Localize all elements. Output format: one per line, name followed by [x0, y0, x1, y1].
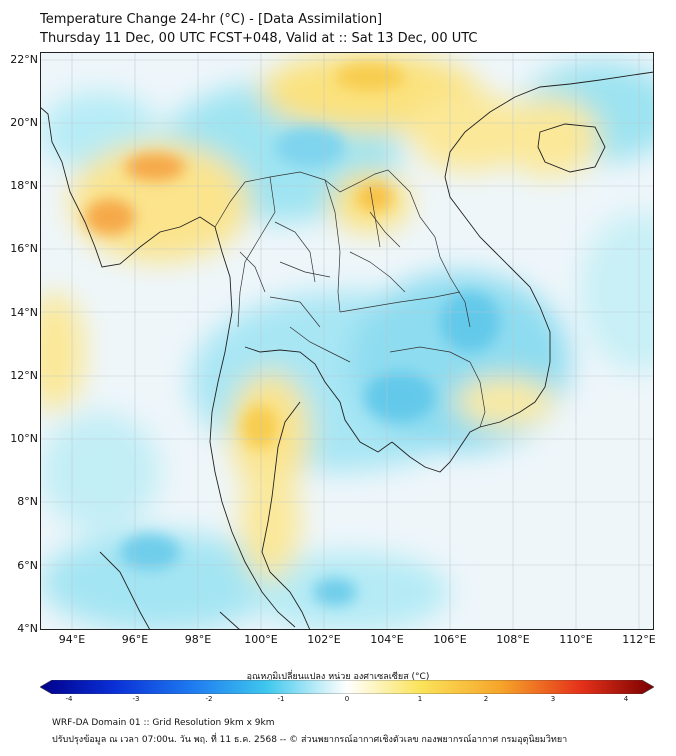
lat-tick: 18°N — [10, 179, 38, 192]
chart-title: Temperature Change 24-hr (°C) - [Data As… — [40, 12, 383, 27]
lon-tick: 100°E — [244, 633, 278, 646]
temperature-change-field — [40, 52, 654, 630]
lon-tick: 106°E — [433, 633, 467, 646]
colorbar-tick: 0 — [344, 695, 350, 703]
colorbar — [40, 680, 654, 694]
lat-tick: 4°N — [17, 622, 38, 635]
lon-tick: 96°E — [121, 633, 149, 646]
footer-resolution: WRF-DA Domain 01 :: Grid Resolution 9km … — [52, 718, 275, 728]
lat-tick: 20°N — [10, 116, 38, 129]
map-plot-area — [40, 52, 654, 630]
lon-tick: 110°E — [559, 633, 593, 646]
lon-tick: 98°E — [184, 633, 212, 646]
colorbar-tick: 2 — [483, 695, 489, 703]
colorbar-tick: -2 — [205, 695, 213, 703]
colorbar-tick: -1 — [277, 695, 285, 703]
colorbar-tick: -3 — [132, 695, 140, 703]
lon-tick: 94°E — [58, 633, 86, 646]
lat-tick: 16°N — [10, 242, 38, 255]
colorbar-tick: 4 — [623, 695, 629, 703]
field-blobs — [40, 52, 654, 630]
colorbar-tick: 1 — [417, 695, 423, 703]
lon-tick: 112°E — [622, 633, 656, 646]
chart-subtitle: Thursday 11 Dec, 00 UTC FCST+048, Valid … — [40, 31, 478, 46]
lat-tick: 10°N — [10, 432, 38, 445]
lat-tick: 6°N — [17, 559, 38, 572]
lat-tick: 12°N — [10, 369, 38, 382]
footer-credits: ปรับปรุงข้อมูล ณ เวลา 07:00น. วัน พฤ. ที… — [52, 735, 568, 745]
lon-tick: 104°E — [370, 633, 404, 646]
lat-tick: 8°N — [17, 495, 38, 508]
lon-tick: 108°E — [496, 633, 530, 646]
colorbar-tick: 3 — [550, 695, 556, 703]
lat-tick: 14°N — [10, 306, 38, 319]
borders — [214, 169, 486, 428]
lon-tick: 102°E — [307, 633, 341, 646]
graticule — [40, 52, 654, 630]
coastlines — [40, 71, 654, 630]
colorbar-tick: -4 — [65, 695, 73, 703]
lat-tick: 22°N — [10, 53, 38, 66]
colorbar-label: อุณหภูมิเปลี่ยนแปลง หน่วย องศาเซลเซียส (… — [246, 672, 430, 682]
